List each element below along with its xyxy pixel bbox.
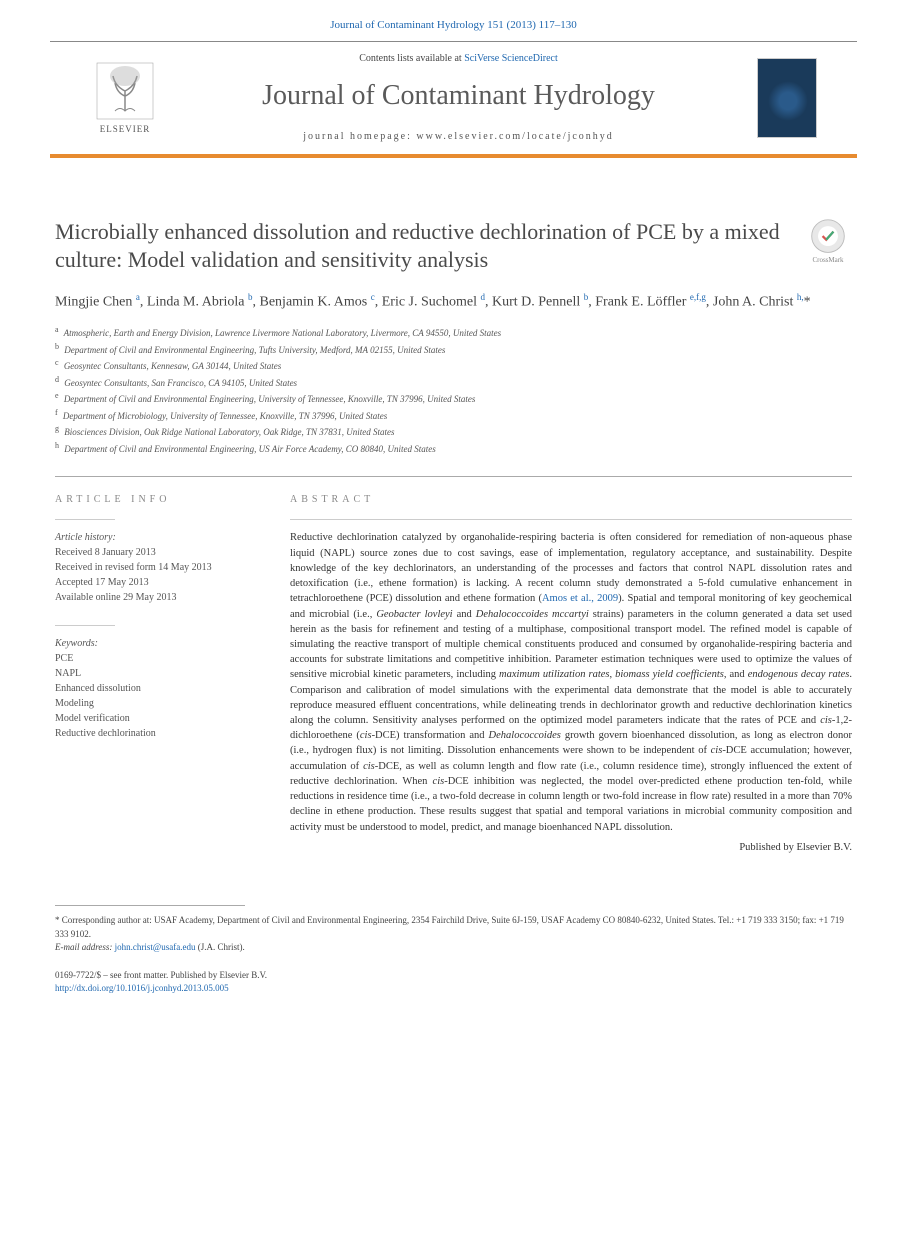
journal-title: Journal of Contaminant Hydrology (160, 76, 757, 115)
publisher-line: Published by Elsevier B.V. (290, 841, 852, 856)
two-column-layout: ARTICLE INFO Article history: Received 8… (55, 493, 852, 855)
article-info-column: ARTICLE INFO Article history: Received 8… (55, 493, 260, 855)
mini-divider (290, 519, 852, 520)
journal-center: Contents lists available at SciVerse Sci… (160, 52, 757, 143)
elsevier-logo: ELSEVIER (90, 58, 160, 138)
mini-divider (55, 519, 115, 520)
keywords-label: Keywords: (55, 636, 260, 651)
title-row: Microbially enhanced dissolution and red… (55, 218, 852, 275)
article-title: Microbially enhanced dissolution and red… (55, 218, 804, 275)
contents-available-line: Contents lists available at SciVerse Sci… (160, 52, 757, 66)
affiliation-line: g Biosciences Division, Oak Ridge Nation… (55, 423, 852, 440)
homepage-line: journal homepage: www.elsevier.com/locat… (160, 130, 757, 144)
corresponding-author-footnote: * Corresponding author at: USAF Academy,… (0, 914, 907, 955)
keyword-item: Enhanced dissolution (55, 681, 260, 696)
footnote-divider (55, 905, 245, 906)
citation-text: Journal of Contaminant Hydrology 151 (20… (330, 19, 576, 31)
elsevier-tree-icon (95, 61, 155, 121)
keyword-item: PCE (55, 651, 260, 666)
article-body: Microbially enhanced dissolution and red… (0, 158, 907, 876)
affiliation-line: f Department of Microbiology, University… (55, 407, 852, 424)
history-line: Received 8 January 2013 (55, 545, 260, 560)
elsevier-label: ELSEVIER (100, 123, 151, 136)
affiliation-line: a Atmospheric, Earth and Energy Division… (55, 324, 852, 341)
mini-divider (55, 625, 115, 626)
history-line: Accepted 17 May 2013 (55, 575, 260, 590)
crossmark-label: CrossMark (812, 256, 843, 266)
keyword-item: NAPL (55, 666, 260, 681)
affiliation-line: b Department of Civil and Environmental … (55, 341, 852, 358)
doi-link[interactable]: http://dx.doi.org/10.1016/j.jconhyd.2013… (55, 983, 229, 993)
abstract-text: Reductive dechlorination catalyzed by or… (290, 530, 852, 834)
email-link[interactable]: john.christ@usafa.edu (115, 942, 196, 952)
citation-link[interactable]: Amos et al., 2009 (542, 593, 618, 604)
corresponding-text: * Corresponding author at: USAF Academy,… (55, 914, 852, 941)
keywords-block: Keywords: PCENAPLEnhanced dissolutionMod… (55, 636, 260, 741)
affiliation-line: h Department of Civil and Environmental … (55, 440, 852, 457)
homepage-url: www.elsevier.com/locate/jconhyd (416, 131, 613, 142)
abstract-heading: ABSTRACT (290, 493, 852, 507)
authors-line: Mingjie Chen a, Linda M. Abriola b, Benj… (55, 291, 852, 313)
crossmark-badge[interactable]: CrossMark (804, 218, 852, 266)
sciencedirect-link[interactable]: SciVerse ScienceDirect (464, 53, 558, 64)
affiliation-line: c Geosyntec Consultants, Kennesaw, GA 30… (55, 357, 852, 374)
citation-header: Journal of Contaminant Hydrology 151 (20… (0, 0, 907, 41)
history-line: Received in revised form 14 May 2013 (55, 560, 260, 575)
crossmark-icon (809, 218, 847, 254)
keyword-item: Reductive dechlorination (55, 726, 260, 741)
keyword-item: Modeling (55, 696, 260, 711)
affiliation-line: e Department of Civil and Environmental … (55, 390, 852, 407)
history-line: Available online 29 May 2013 (55, 590, 260, 605)
article-history-block: Article history: Received 8 January 2013… (55, 530, 260, 605)
journal-banner: ELSEVIER Contents lists available at Sci… (50, 41, 857, 157)
article-info-heading: ARTICLE INFO (55, 493, 260, 507)
email-line: E-mail address: john.christ@usafa.edu (J… (55, 941, 852, 955)
abstract-column: ABSTRACT Reductive dechlorination cataly… (290, 493, 852, 855)
issn-line: 0169-7722/$ – see front matter. Publishe… (55, 969, 852, 983)
divider (55, 476, 852, 477)
affiliations-block: a Atmospheric, Earth and Energy Division… (55, 324, 852, 456)
bottom-meta: 0169-7722/$ – see front matter. Publishe… (0, 955, 907, 1026)
affiliation-line: d Geosyntec Consultants, San Francisco, … (55, 374, 852, 391)
keyword-item: Model verification (55, 711, 260, 726)
journal-cover-thumb (757, 58, 817, 138)
history-label: Article history: (55, 530, 260, 545)
